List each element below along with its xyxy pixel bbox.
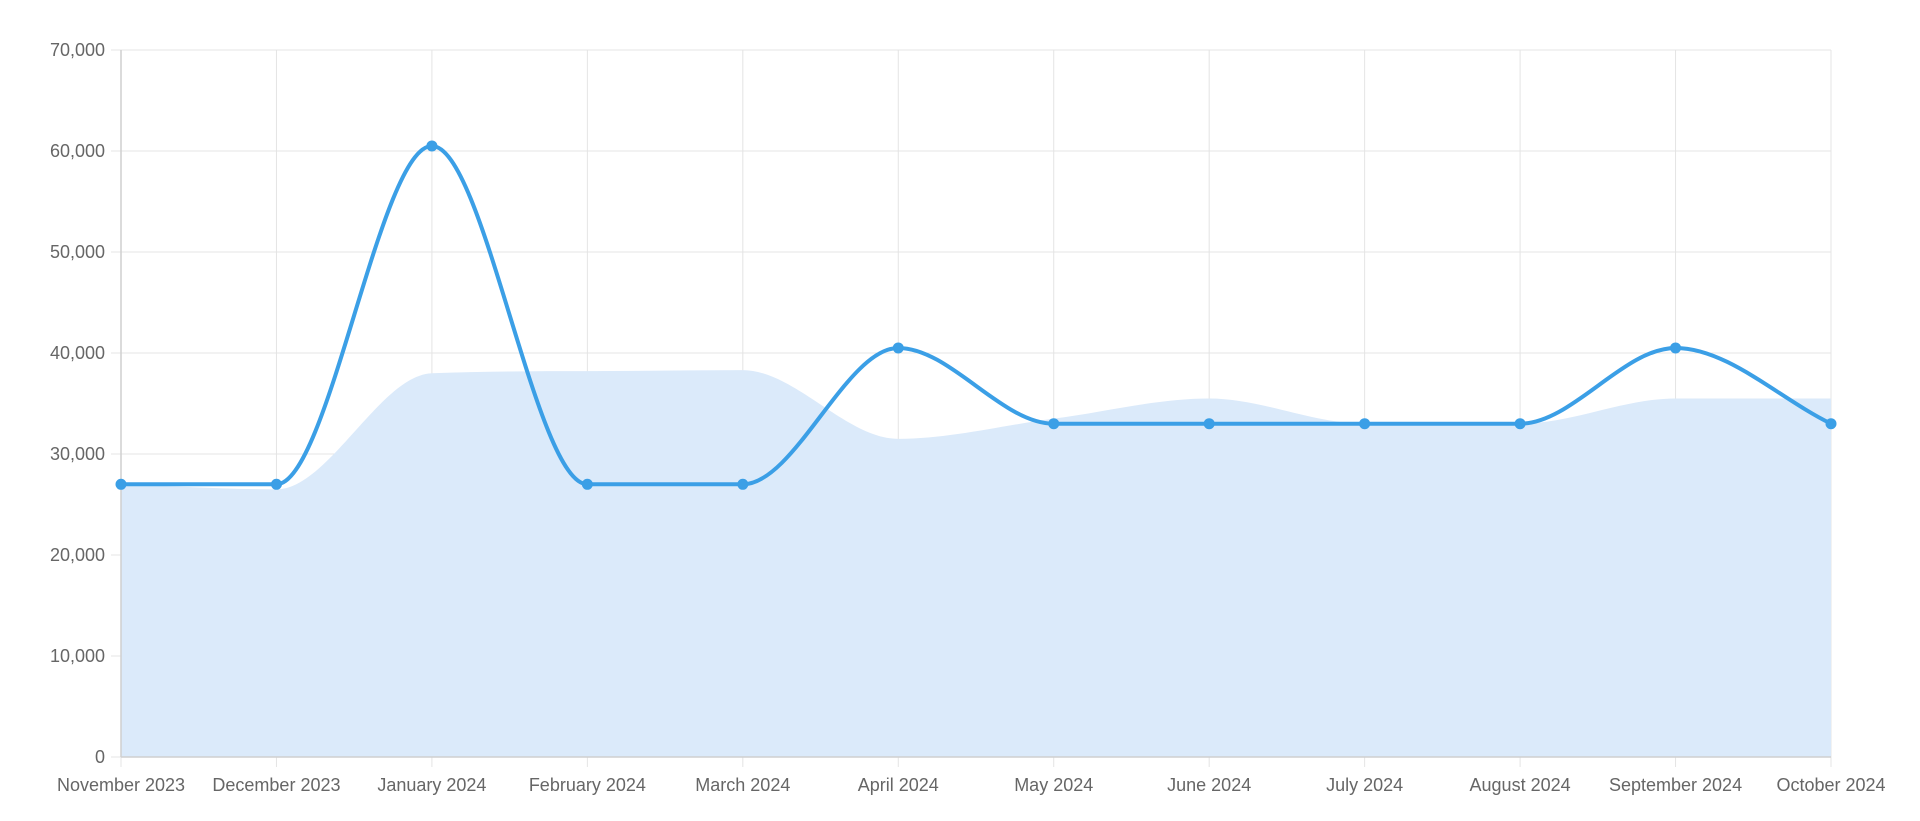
x-tick-label: October 2024 bbox=[1776, 775, 1885, 795]
data-point bbox=[1670, 342, 1682, 354]
data-point bbox=[1514, 418, 1526, 430]
data-point bbox=[581, 478, 593, 490]
y-axis-tick-labels: 0 10,000 20,000 30,000 40,000 50,000 60,000 70,… bbox=[50, 40, 105, 767]
x-axis-tick-labels: November 2023 December 2023 January 2024 Fe… bbox=[57, 775, 1886, 795]
x-tick-label: January 2024 bbox=[377, 775, 486, 795]
y-tick-label: 20,000 bbox=[50, 545, 105, 565]
y-tick-label: 60,000 bbox=[50, 141, 105, 161]
x-tick-label: November 2023 bbox=[57, 775, 185, 795]
x-tick-label: May 2024 bbox=[1014, 775, 1093, 795]
x-tick-label: August 2024 bbox=[1470, 775, 1571, 795]
x-tick-label: April 2024 bbox=[858, 775, 939, 795]
x-tick-label: March 2024 bbox=[695, 775, 790, 795]
data-point bbox=[737, 478, 749, 490]
axes bbox=[120, 50, 1831, 758]
y-tick-label: 0 bbox=[95, 747, 105, 767]
data-point bbox=[892, 342, 904, 354]
data-point bbox=[270, 478, 282, 490]
data-point bbox=[1825, 418, 1837, 430]
y-tick-label: 30,000 bbox=[50, 444, 105, 464]
data-point bbox=[115, 478, 127, 490]
x-tick-label: July 2024 bbox=[1326, 775, 1403, 795]
data-point bbox=[1048, 418, 1060, 430]
x-tick-label: December 2023 bbox=[212, 775, 340, 795]
y-tick-label: 50,000 bbox=[50, 242, 105, 262]
x-tick-label: February 2024 bbox=[529, 775, 646, 795]
area-series bbox=[121, 370, 1831, 757]
data-point bbox=[426, 140, 438, 152]
data-points bbox=[115, 140, 1837, 490]
area-fill bbox=[121, 370, 1831, 757]
x-tick-label: September 2024 bbox=[1609, 775, 1742, 795]
y-tick-label: 70,000 bbox=[50, 40, 105, 60]
x-tick-label: June 2024 bbox=[1167, 775, 1251, 795]
data-point bbox=[1203, 418, 1215, 430]
y-tick-label: 10,000 bbox=[50, 646, 105, 666]
y-tick-label: 40,000 bbox=[50, 343, 105, 363]
data-point bbox=[1359, 418, 1371, 430]
